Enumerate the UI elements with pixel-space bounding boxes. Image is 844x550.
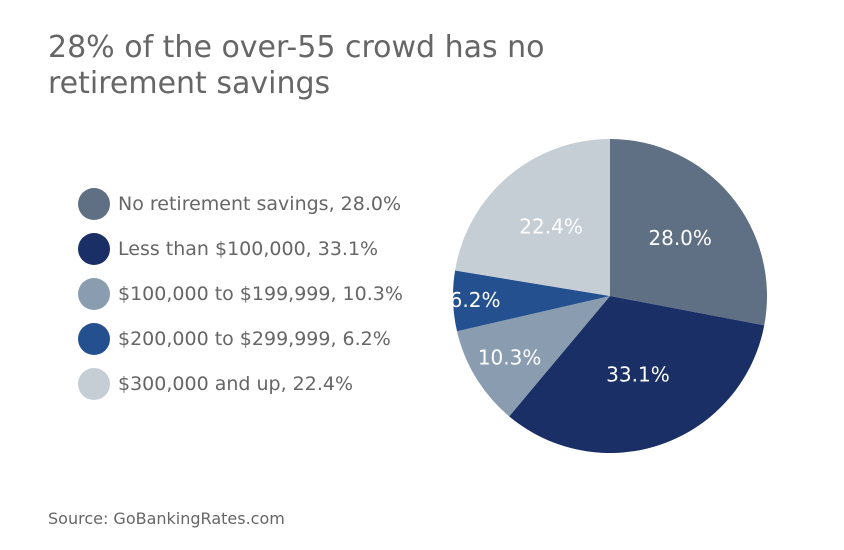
pie-slice-under-100k [509,296,765,453]
legend-label-no-savings: No retirement savings, 28.0% [118,192,402,215]
slice-label-no-savings: 28.0% [648,226,712,250]
pie-slice-200k-299k [453,270,610,332]
pie-svg: 28.0% 33.1% 10.3% 6.2% 22.4% [450,139,768,453]
legend-swatch-200k-299k [78,322,110,355]
chart-title: 28% of the over-55 crowd has no retireme… [48,30,545,101]
slice-label-300k-up: 22.4% [519,215,583,239]
pie-slice-300k-up [455,139,610,296]
legend-label-200k-299k: $200,000 to $299,999, 6.2% [118,327,391,350]
legend-item-200k-299k: $200,000 to $299,999, 6.2% [78,316,403,361]
legend-swatch-100k-199k [78,277,110,310]
pie-slice-100k-199k [457,296,610,417]
legend-item-under-100k: Less than $100,000, 33.1% [78,226,403,271]
slice-label-under-100k: 33.1% [606,362,670,386]
legend-item-no-savings: No retirement savings, 28.0% [78,181,403,226]
legend-label-100k-199k: $100,000 to $199,999, 10.3% [118,282,403,305]
legend-item-300k-up: $300,000 and up, 22.4% [78,361,403,406]
legend-label-under-100k: Less than $100,000, 33.1% [118,237,379,260]
legend-item-100k-199k: $100,000 to $199,999, 10.3% [78,271,403,316]
legend-label-300k-up: $300,000 and up, 22.4% [118,372,354,395]
pie-slice-no-savings [610,139,768,326]
slice-label-200k-299k: 6.2% [450,288,501,312]
legend-swatch-under-100k [78,232,110,265]
slice-label-100k-199k: 10.3% [478,346,542,370]
source-note: Source: GoBankingRates.com [48,509,285,528]
legend-swatch-300k-up [78,367,110,400]
legend: No retirement savings, 28.0% Less than $… [78,181,403,406]
legend-swatch-no-savings [78,187,110,220]
pie-chart: 28.0% 33.1% 10.3% 6.2% 22.4% [440,126,780,466]
